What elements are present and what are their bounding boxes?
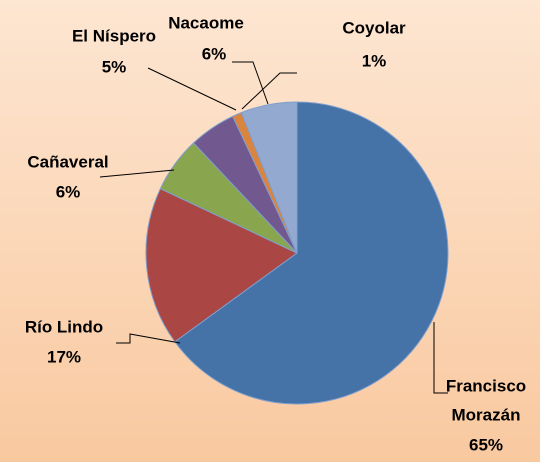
slice-label: Coyolar bbox=[342, 18, 406, 37]
leader-line bbox=[232, 61, 269, 105]
slice-value-label: 65% bbox=[469, 435, 503, 454]
leader-line bbox=[147, 67, 237, 111]
leader-line bbox=[433, 322, 448, 394]
slice-label: El Níspero bbox=[72, 26, 156, 45]
slice-label: Morazán bbox=[452, 405, 521, 424]
pie-slice bbox=[240, 101, 298, 254]
slice-value-label: 1% bbox=[362, 51, 387, 70]
slice-label: Francisco bbox=[446, 376, 526, 395]
leader-line bbox=[241, 72, 297, 110]
pie-slice bbox=[145, 188, 298, 343]
slice-label: Cañaveral bbox=[27, 152, 108, 171]
slice-value-label: 5% bbox=[102, 57, 127, 76]
slice-value-label: 17% bbox=[47, 347, 81, 366]
leader-line bbox=[99, 169, 175, 178]
leader-line bbox=[116, 333, 181, 344]
slice-value-label: 6% bbox=[56, 182, 81, 201]
slice-label: Nacaome bbox=[168, 13, 244, 32]
slice-label: Río Lindo bbox=[25, 317, 103, 336]
pie-slice bbox=[174, 101, 449, 405]
slice-value-label: 6% bbox=[202, 44, 227, 63]
